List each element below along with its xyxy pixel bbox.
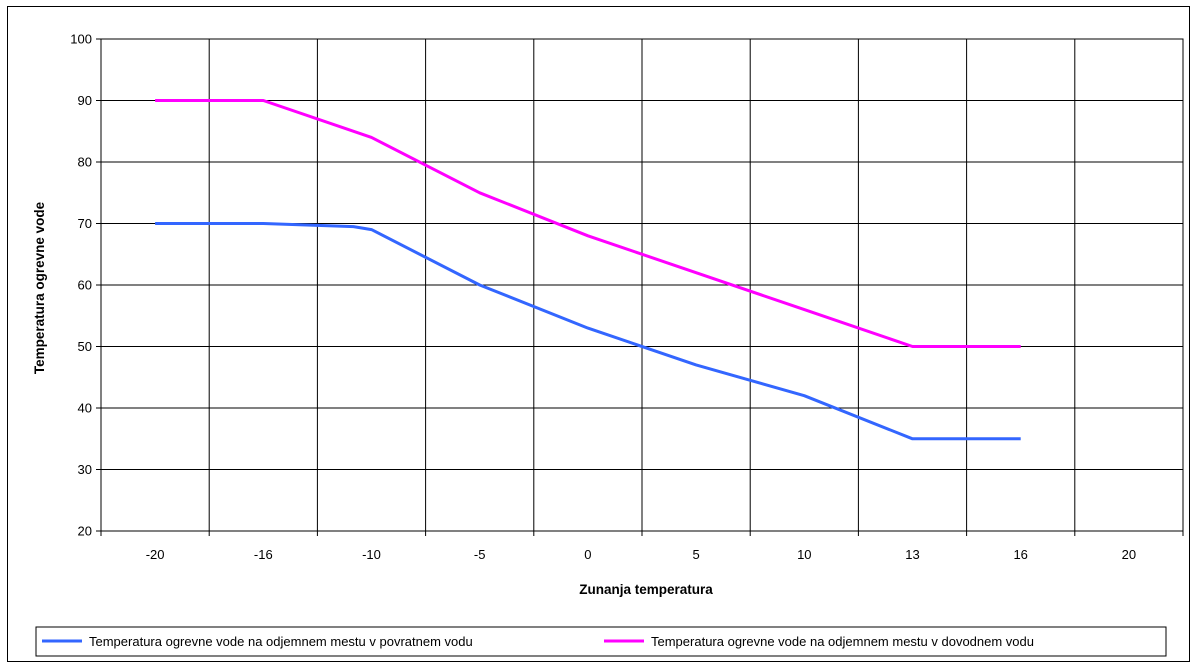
x-tick-label: 0 [584,547,591,562]
series-line-1 [155,99,1021,348]
x-tick-label: 16 [1013,547,1027,562]
y-tick-label: 20 [78,524,92,539]
x-tick-label: -10 [362,547,381,562]
x-tick-label: -16 [254,547,273,562]
plot-border [100,38,1184,532]
y-tick-label: 40 [78,401,92,416]
legend-box [35,626,1167,657]
x-tick-label: -5 [474,547,486,562]
x-tick-label: -20 [146,547,165,562]
legend-label-return: Temperatura ogrevne vode na odjemnem mes… [89,634,473,649]
y-axis-title: Temperatura ogrevne vode [32,201,47,374]
grid [96,38,1184,536]
series-lines [155,99,1021,441]
y-tick-label: 90 [78,93,92,108]
x-tick-label: 13 [905,547,919,562]
y-tick-label: 100 [70,32,92,47]
x-axis-title: Zunanja temperatura [579,582,713,597]
y-tick-label: 30 [78,462,92,477]
legend-label-supply: Temperatura ogrevne vode na odjemnem mes… [651,634,1034,649]
x-tick-label: 10 [797,547,811,562]
y-tick-label: 60 [78,278,92,293]
y-tick-labels: 20 30 40 50 60 70 80 90 100 [70,32,92,539]
y-tick-label: 70 [78,216,92,231]
legend: Temperatura ogrevne vode na odjemnem mes… [35,626,1167,657]
x-tick-label: 20 [1122,547,1136,562]
series-line-0 [155,222,1021,441]
x-tick-label: 5 [692,547,699,562]
y-tick-label: 80 [78,155,92,170]
x-tick-labels: -20 -16 -10 -5 0 5 10 13 16 20 [146,547,1136,562]
y-tick-label: 50 [78,339,92,354]
chart-frame [7,6,1190,662]
